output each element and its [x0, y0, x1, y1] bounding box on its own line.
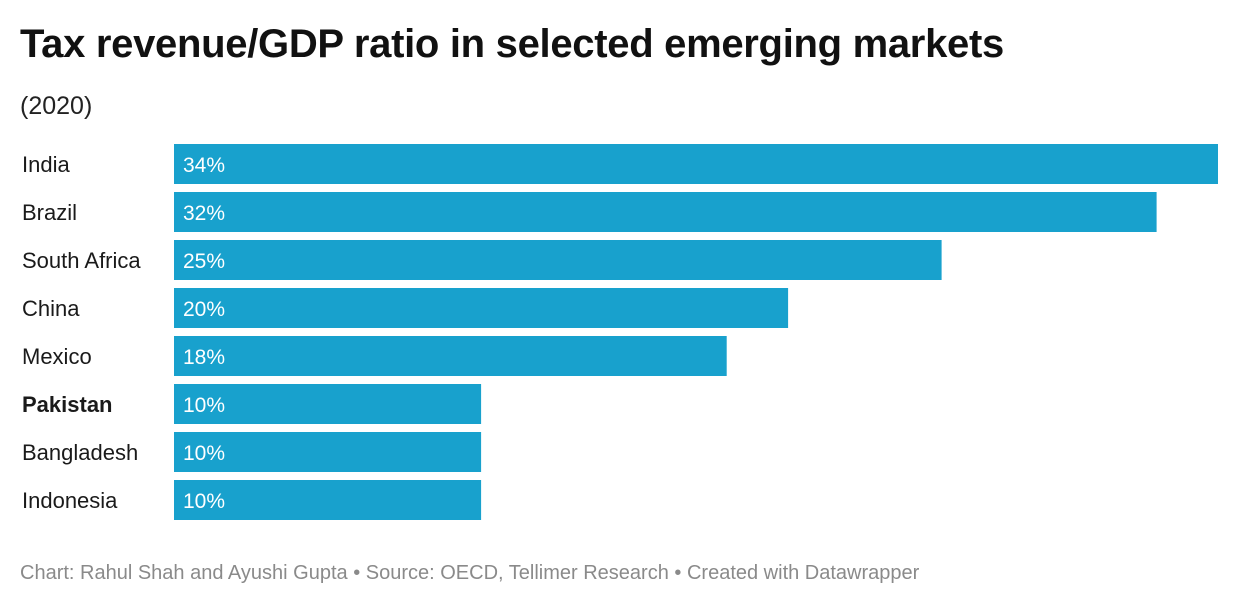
footer-separator: • [668, 562, 687, 584]
category-label: South Africa [22, 248, 141, 273]
category-label: Pakistan [22, 392, 113, 417]
category-label: Brazil [22, 200, 77, 225]
value-label: 18% [183, 346, 225, 369]
value-label: 10% [183, 394, 225, 417]
chart-subtitle: (2020) [20, 92, 93, 120]
chart-title: Tax revenue/GDP ratio in selected emergi… [20, 22, 1004, 66]
value-label: 34% [183, 154, 225, 177]
bar [174, 384, 482, 424]
value-label: 25% [183, 250, 225, 273]
bar [174, 432, 482, 472]
category-label: Bangladesh [22, 440, 138, 465]
bar [174, 288, 789, 328]
category-label: Indonesia [22, 488, 118, 513]
value-label: 32% [183, 202, 225, 225]
footer-credit: Chart: Rahul Shah and Ayushi Gupta [20, 562, 348, 584]
chart-footer: Chart: Rahul Shah and Ayushi Gupta • Sou… [20, 562, 919, 585]
category-label: Mexico [22, 344, 92, 369]
bar [174, 240, 942, 280]
footer-separator: • [347, 562, 366, 584]
bar-chart: India 34% Brazil 32% South Africa 25% China 20%… [22, 144, 1218, 520]
category-label: India [22, 152, 70, 177]
category-label: China [22, 296, 80, 321]
value-label: 10% [183, 490, 225, 513]
bar [174, 336, 727, 376]
bar [174, 480, 482, 520]
value-label: 20% [183, 298, 225, 321]
footer-source: Source: OECD, Tellimer Research [365, 562, 669, 584]
bar [174, 192, 1157, 232]
bar [174, 144, 1218, 184]
footer-tool: Created with Datawrapper [686, 562, 920, 584]
value-label: 10% [183, 442, 225, 465]
